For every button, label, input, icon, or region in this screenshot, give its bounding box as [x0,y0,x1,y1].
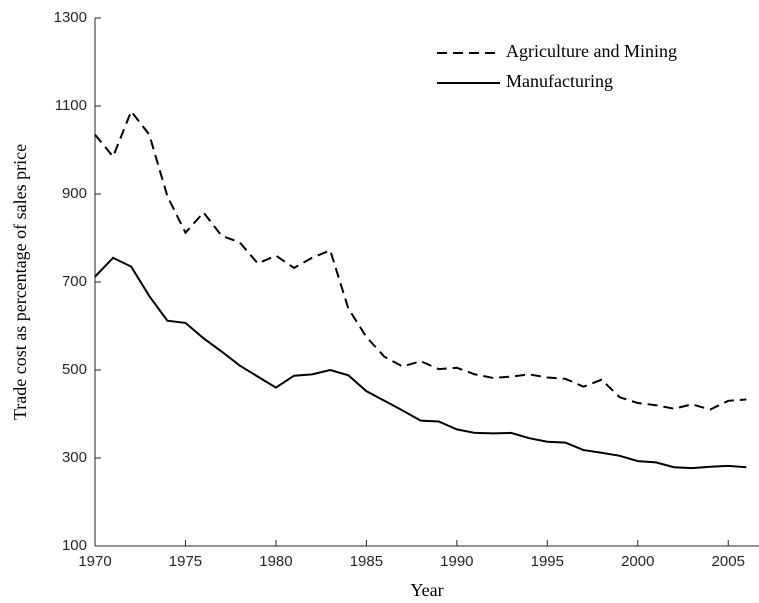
x-tick-label: 2005 [712,553,745,570]
legend-label: Agriculture and Mining [506,41,677,61]
y-tick-label: 100 [62,537,87,554]
y-tick-label: 500 [62,361,87,378]
y-tick-label: 900 [62,185,87,202]
x-tick-label: 1985 [350,553,383,570]
x-tick-label: 1970 [78,553,111,570]
data-line [94,256,747,470]
y-axis-label: Trade cost as percentage of sales price [10,144,30,420]
y-tick-label: 300 [62,449,87,466]
y-tick-label: 1100 [55,97,87,114]
x-tick-label: 1990 [440,553,473,570]
x-tick-label: 1975 [169,553,202,570]
x-tick-label: 1980 [259,553,292,570]
legend-label: Manufacturing [506,71,613,91]
data-line [94,109,747,411]
x-tick-label: 2000 [621,553,654,570]
y-tick-label: 1300 [54,9,87,26]
y-tick-label: 700 [62,273,87,290]
x-axis-label: Year [410,580,443,600]
x-tick-label: 1995 [531,553,564,570]
